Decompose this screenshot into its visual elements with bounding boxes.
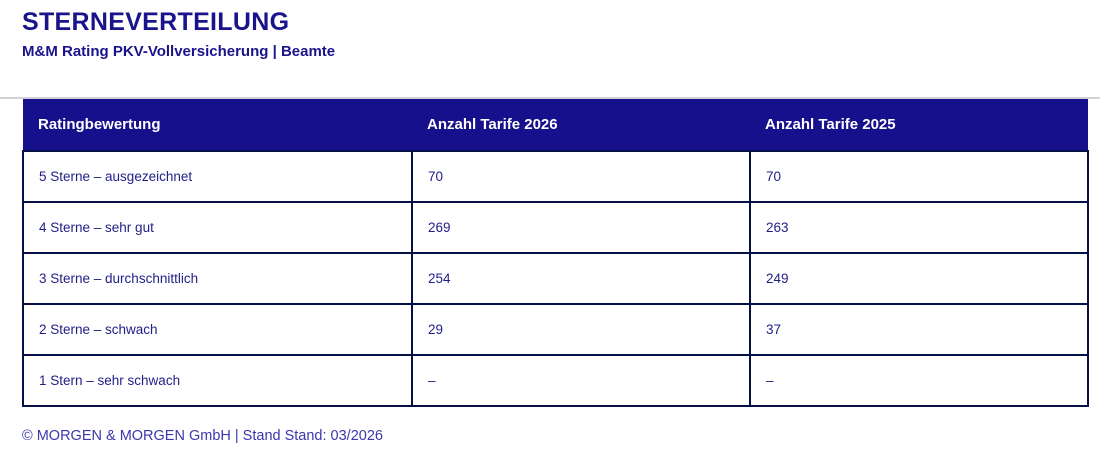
table-header-row: Ratingbewertung Anzahl Tarife 2026 Anzah…: [23, 99, 1088, 151]
table-row: 5 Sterne – ausgezeichnet 70 70: [22, 150, 1089, 203]
tarife-2025-cell: –: [749, 354, 1089, 407]
column-header-anzahl-tarife-2025: Anzahl Tarife 2025: [750, 99, 1088, 151]
column-header-anzahl-tarife-2026: Anzahl Tarife 2026: [412, 99, 750, 151]
page-subtitle: M&M Rating PKV-Vollversicherung | Beamte: [22, 43, 336, 60]
tarife-2025-cell: 263: [749, 201, 1089, 254]
tarife-2026-cell: 254: [411, 252, 751, 305]
star-distribution-table: Ratingbewertung Anzahl Tarife 2026 Anzah…: [22, 99, 1089, 407]
table-row: 1 Stern – sehr schwach – –: [22, 354, 1089, 407]
rating-label-cell: 2 Sterne – schwach: [22, 303, 413, 356]
rating-label-cell: 1 Stern – sehr schwach: [22, 354, 413, 407]
table-row: 2 Sterne – schwach 29 37: [22, 303, 1089, 356]
rating-label-cell: 3 Sterne – durchschnittlich: [22, 252, 413, 305]
table-body: 5 Sterne – ausgezeichnet 70 70 4 Sterne …: [22, 150, 1089, 407]
horizontal-rule: [0, 97, 1100, 99]
tarife-2025-cell: 70: [749, 150, 1089, 203]
tarife-2025-cell: 249: [749, 252, 1089, 305]
table-header: Ratingbewertung Anzahl Tarife 2026 Anzah…: [23, 99, 1088, 151]
copyright-footer: © MORGEN & MORGEN GmbH | Stand Stand: 03…: [22, 428, 383, 444]
tarife-2026-cell: 29: [411, 303, 751, 356]
rating-label-cell: 5 Sterne – ausgezeichnet: [22, 150, 413, 203]
tarife-2025-cell: 37: [749, 303, 1089, 356]
rating-label-cell: 4 Sterne – sehr gut: [22, 201, 413, 254]
tarife-2026-cell: –: [411, 354, 751, 407]
table-row: 4 Sterne – sehr gut 269 263: [22, 201, 1089, 254]
table-row: 3 Sterne – durchschnittlich 254 249: [22, 252, 1089, 305]
tarife-2026-cell: 269: [411, 201, 751, 254]
column-header-ratingbewertung: Ratingbewertung: [23, 99, 412, 151]
page-title: STERNEVERTEILUNG: [22, 8, 290, 36]
tarife-2026-cell: 70: [411, 150, 751, 203]
